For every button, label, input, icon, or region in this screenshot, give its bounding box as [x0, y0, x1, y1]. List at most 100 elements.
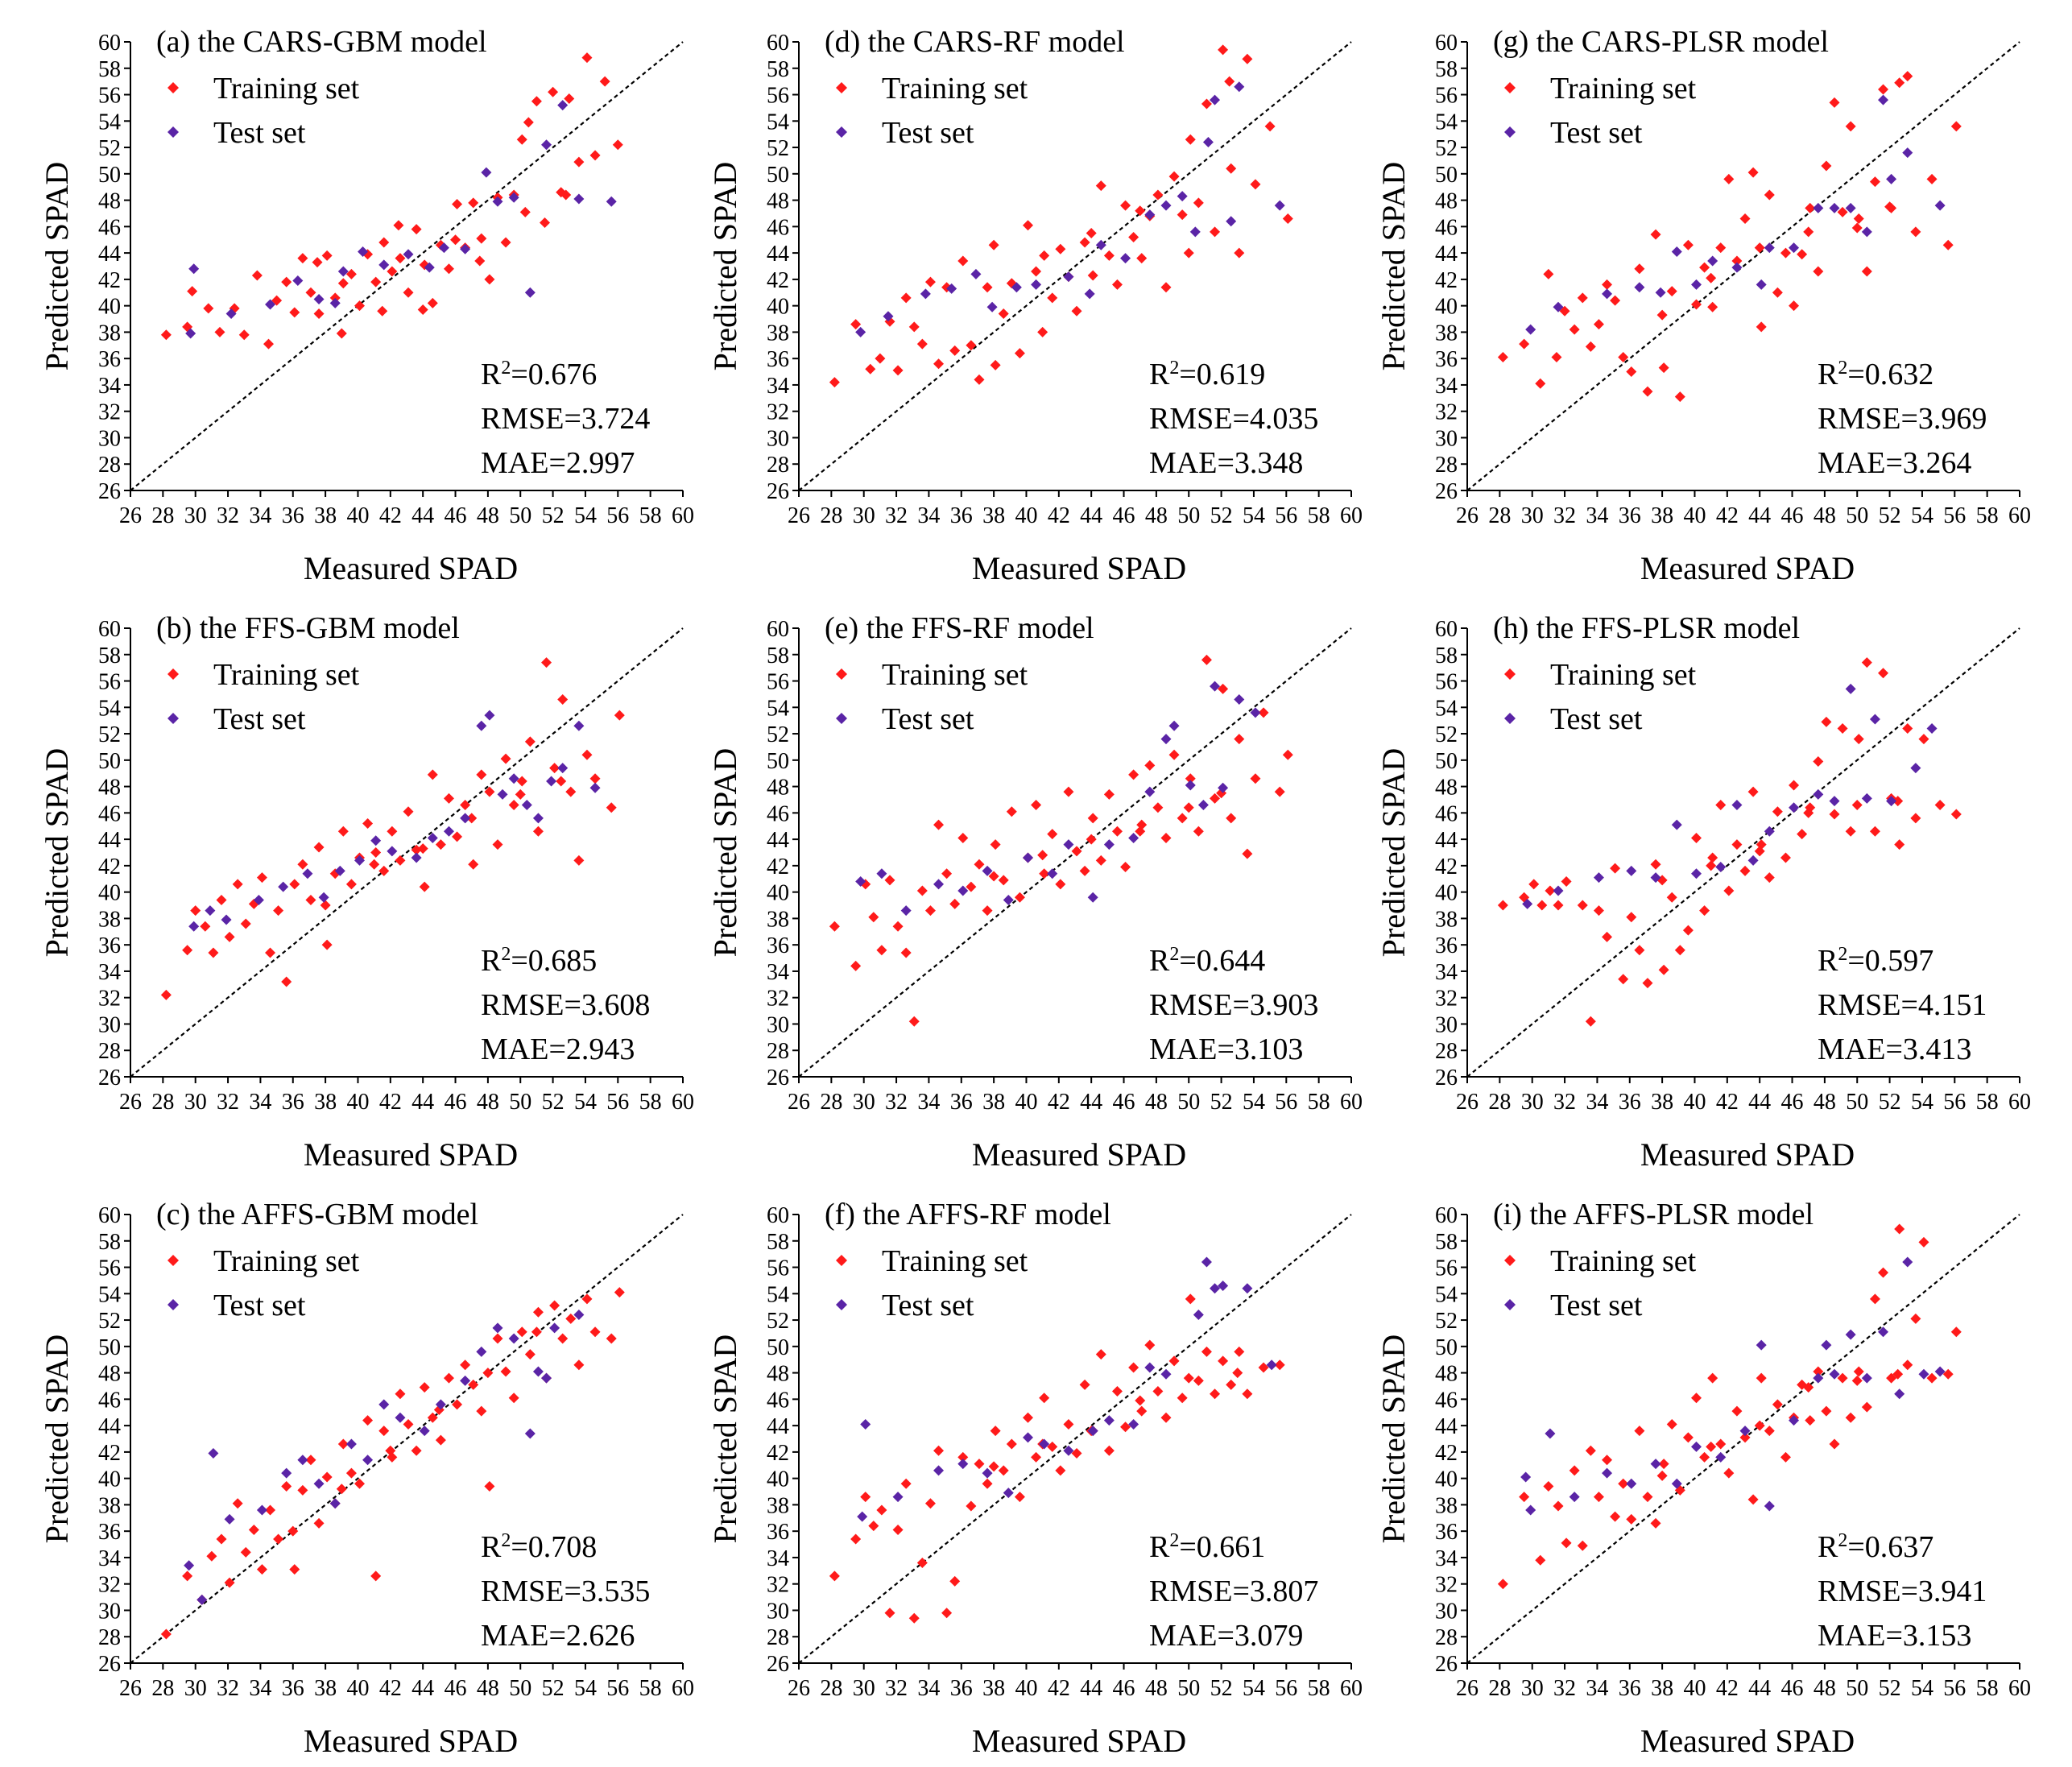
x-tick-label: 40	[1015, 1676, 1037, 1701]
training-point	[1837, 1372, 1848, 1384]
training-point	[581, 749, 593, 760]
test-point	[541, 139, 552, 151]
training-point	[312, 257, 323, 268]
x-tick-label: 26	[119, 1090, 142, 1115]
x-tick-label: 42	[379, 1676, 402, 1701]
x-axis-title: Measured SPAD	[972, 550, 1186, 586]
panel-e: 26 28 30 32 34 36 38 40 42 44 46 48 50 52 54 56 58 602628…	[707, 611, 1363, 1173]
y-tick-label: 60	[767, 617, 789, 642]
training-point	[957, 255, 969, 267]
training-point	[1160, 832, 1172, 843]
training-point	[240, 1546, 251, 1558]
y-tick-label: 30	[1435, 426, 1458, 451]
x-tick-label: 54	[1243, 503, 1265, 528]
x-tick-label: 28	[820, 1090, 842, 1115]
training-point	[468, 859, 479, 870]
y-tick-label: 46	[1435, 215, 1458, 240]
legend-label-test: Test set	[213, 1289, 306, 1322]
training-point	[531, 1326, 542, 1338]
stat-r2: R2=0.619	[1149, 358, 1265, 391]
stat-rmse: RMSE=3.807	[1149, 1575, 1318, 1608]
x-tick-label: 48	[1145, 1676, 1168, 1701]
training-point	[1934, 800, 1946, 811]
training-point	[1218, 44, 1229, 56]
y-tick-label: 36	[98, 933, 121, 958]
y-tick-label: 48	[98, 776, 121, 801]
training-point	[1543, 1480, 1554, 1492]
training-point	[354, 300, 365, 312]
training-point	[1747, 786, 1759, 797]
x-tick-label: 58	[1976, 1090, 1999, 1115]
training-point	[1095, 855, 1106, 866]
training-point	[1723, 885, 1735, 896]
legend-label-test: Test set	[1550, 702, 1643, 736]
training-point	[385, 1445, 396, 1456]
training-point	[1006, 1438, 1017, 1450]
test-point	[1063, 271, 1074, 283]
test-point	[892, 1492, 904, 1503]
y-tick-label: 40	[767, 1467, 789, 1492]
training-point	[1201, 654, 1212, 665]
test-point	[424, 262, 435, 273]
training-point	[1497, 1579, 1508, 1590]
y-tick-label: 38	[1435, 907, 1458, 932]
training-point	[281, 1480, 292, 1492]
training-point	[419, 1382, 430, 1393]
y-tick-label: 52	[1435, 1309, 1458, 1334]
training-point	[466, 813, 478, 824]
x-tick-label: 32	[217, 503, 239, 528]
training-point	[1282, 749, 1293, 760]
y-tick-label: 54	[98, 696, 121, 721]
training-point	[1942, 1368, 1954, 1380]
training-point	[1690, 832, 1702, 843]
training-point	[460, 800, 471, 811]
y-tick-label: 60	[767, 31, 789, 56]
training-point	[1918, 1236, 1929, 1248]
y-tick-label: 46	[98, 801, 121, 826]
x-tick-label: 26	[1456, 1090, 1479, 1115]
y-tick-label: 60	[1435, 1203, 1458, 1228]
training-point	[1047, 829, 1058, 840]
test-point	[1878, 94, 1889, 106]
y-tick-label: 56	[767, 1256, 789, 1281]
training-point	[1829, 97, 1840, 108]
test-point	[1095, 239, 1106, 250]
test-point	[857, 1511, 868, 1522]
test-point	[1707, 255, 1718, 267]
x-tick-label: 26	[1456, 1676, 1479, 1701]
legend-marker-training	[167, 1255, 179, 1266]
training-point	[337, 826, 349, 837]
test-point	[460, 243, 471, 254]
training-point	[1152, 1386, 1164, 1397]
training-point	[435, 1434, 446, 1446]
legend-marker-test	[167, 1299, 179, 1310]
training-point	[1869, 176, 1880, 188]
stat-rmse: RMSE=3.608	[481, 988, 650, 1022]
x-tick-label: 48	[1814, 1676, 1836, 1701]
x-tick-label: 26	[788, 1676, 810, 1701]
training-point	[933, 1445, 945, 1456]
test-point	[1185, 780, 1196, 791]
y-tick-label: 34	[98, 1546, 121, 1571]
legend-label-training: Training set	[882, 1244, 1028, 1278]
test-point	[1022, 1432, 1033, 1443]
training-point	[1234, 734, 1245, 745]
training-point	[1764, 1426, 1775, 1437]
training-point	[1829, 809, 1840, 820]
x-tick-label: 38	[1651, 1676, 1673, 1701]
test-point	[532, 813, 544, 824]
training-point	[1666, 1418, 1677, 1430]
training-point	[190, 905, 201, 917]
test-point	[354, 855, 365, 866]
x-tick-label: 58	[1976, 1676, 1999, 1701]
training-point	[411, 224, 422, 235]
test-point	[557, 100, 569, 111]
training-point	[531, 96, 542, 107]
x-tick-label: 56	[1275, 1090, 1297, 1115]
training-point	[329, 292, 341, 304]
test-point	[982, 865, 993, 876]
x-tick-label: 28	[820, 503, 842, 528]
training-point	[1656, 309, 1668, 321]
y-tick-label: 42	[98, 1441, 121, 1466]
training-point	[1626, 912, 1637, 923]
